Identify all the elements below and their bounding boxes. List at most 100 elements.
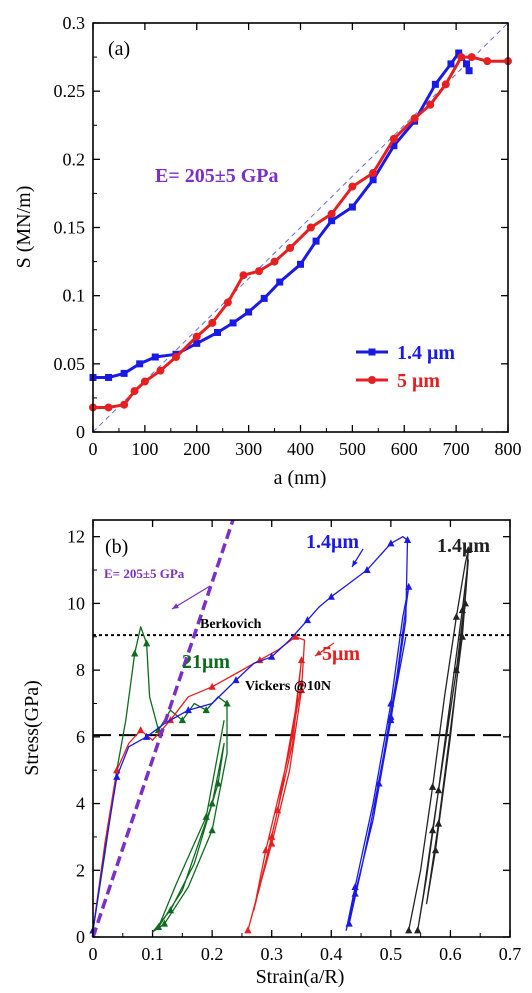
data-point	[403, 536, 412, 544]
data-point	[214, 328, 221, 336]
data-point	[375, 779, 383, 787]
series-1-4um-2	[89, 536, 413, 934]
data-point	[160, 919, 169, 927]
data-point	[428, 826, 437, 834]
y-tick-label: 8	[76, 660, 85, 680]
data-point	[143, 639, 151, 647]
series-5-um	[89, 53, 512, 412]
series-line	[93, 51, 471, 379]
panel-a-reference-line	[92, 22, 509, 433]
series-label-21um: 21μm	[182, 651, 230, 673]
data-point	[172, 353, 180, 362]
data-point	[387, 539, 395, 547]
data-point	[410, 114, 419, 123]
data-point	[202, 812, 210, 820]
data-point	[154, 922, 163, 930]
x-tick-label: 300	[235, 439, 262, 459]
y-tick-label: 10	[67, 593, 85, 613]
y-tick-label: 0.1	[63, 286, 86, 306]
data-point	[312, 237, 320, 245]
data-point	[465, 67, 473, 75]
data-point	[232, 676, 240, 684]
x-tick-label: 0	[89, 439, 98, 459]
label-1-4um-arrow-head	[352, 560, 358, 567]
y-tick-label: 0.15	[54, 218, 86, 238]
panel-a-y-axis-label: S (MN/m)	[13, 186, 35, 269]
label-5um-arrow-head	[315, 650, 322, 656]
panel-b-tick-labels: 0 0.1 0.2 0.3 0.4 0.5 0.6 0.7 0 2 4 6 8 10 12	[67, 527, 521, 964]
data-point	[208, 826, 216, 834]
data-point	[441, 80, 450, 89]
data-point	[455, 49, 463, 57]
data-point	[447, 60, 455, 68]
y-tick-label: 4	[76, 794, 85, 814]
data-point	[192, 332, 201, 341]
data-point	[369, 176, 377, 184]
data-point	[245, 308, 253, 316]
legend-label-1-4um: 1.4 μm	[397, 342, 455, 364]
x-tick-label: 100	[131, 439, 158, 459]
data-point	[405, 582, 413, 590]
series-1-4um-3	[405, 546, 472, 934]
x-tick-label: 0.3	[260, 944, 283, 964]
data-point	[405, 926, 413, 934]
x-tick-label: 200	[183, 439, 210, 459]
data-point	[414, 926, 422, 934]
data-point	[286, 243, 295, 252]
data-point	[239, 271, 248, 280]
data-point	[387, 699, 395, 707]
data-point	[306, 223, 315, 232]
data-point	[276, 278, 284, 286]
data-point	[184, 706, 192, 714]
x-tick-label: 0.7	[499, 944, 522, 964]
data-point	[166, 906, 175, 914]
data-point	[297, 656, 306, 664]
data-point	[457, 53, 466, 62]
x-tick-label: 0.6	[439, 944, 462, 964]
data-point	[467, 53, 476, 62]
y-tick-label: 12	[67, 527, 85, 547]
data-point	[143, 732, 151, 740]
panel-a-tick-labels: 0 100 200 300 400 500 600 700 800 0 0.05 0.1 0.15 0.2…	[54, 13, 522, 459]
data-point	[303, 616, 312, 624]
legend-label-5um: 5 μm	[397, 370, 440, 392]
data-point	[202, 706, 210, 714]
x-tick-label: 800	[495, 439, 522, 459]
x-tick-label: 0	[89, 944, 98, 964]
x-tick-label: 700	[443, 439, 470, 459]
data-point	[208, 682, 216, 690]
data-point	[297, 260, 304, 268]
y-tick-label: 0.25	[54, 81, 86, 101]
data-point	[297, 679, 306, 687]
data-point	[113, 772, 121, 780]
data-point	[268, 832, 276, 840]
data-point	[461, 599, 469, 607]
data-point	[156, 366, 165, 375]
panel-a-legend: 1.4 μm 5 μm	[356, 342, 455, 392]
panel-a-annotation: E= 205±5 GPa	[155, 165, 279, 187]
series-line	[92, 536, 410, 931]
panel-b-y-axis-label: Stress(GPa)	[21, 680, 43, 776]
data-point	[463, 60, 470, 68]
data-point	[351, 882, 359, 890]
series-1-4-um	[89, 49, 473, 381]
data-point	[327, 592, 335, 600]
panel-b-label: (b)	[105, 536, 128, 558]
data-point	[105, 373, 113, 381]
panel-a-plot-frame	[92, 22, 509, 433]
data-point	[291, 632, 300, 640]
x-tick-label: 0.1	[141, 944, 164, 964]
data-point	[434, 786, 443, 794]
data-point	[140, 377, 149, 386]
data-point	[130, 387, 139, 396]
data-point	[328, 217, 336, 225]
data-point	[120, 369, 128, 377]
modulus-label-arrow-head	[172, 603, 179, 609]
reference-fit-line	[92, 22, 509, 433]
data-point	[327, 209, 336, 218]
series-5um-1	[89, 632, 306, 934]
data-point	[452, 666, 460, 674]
data-point	[274, 806, 282, 814]
data-point	[452, 612, 460, 620]
